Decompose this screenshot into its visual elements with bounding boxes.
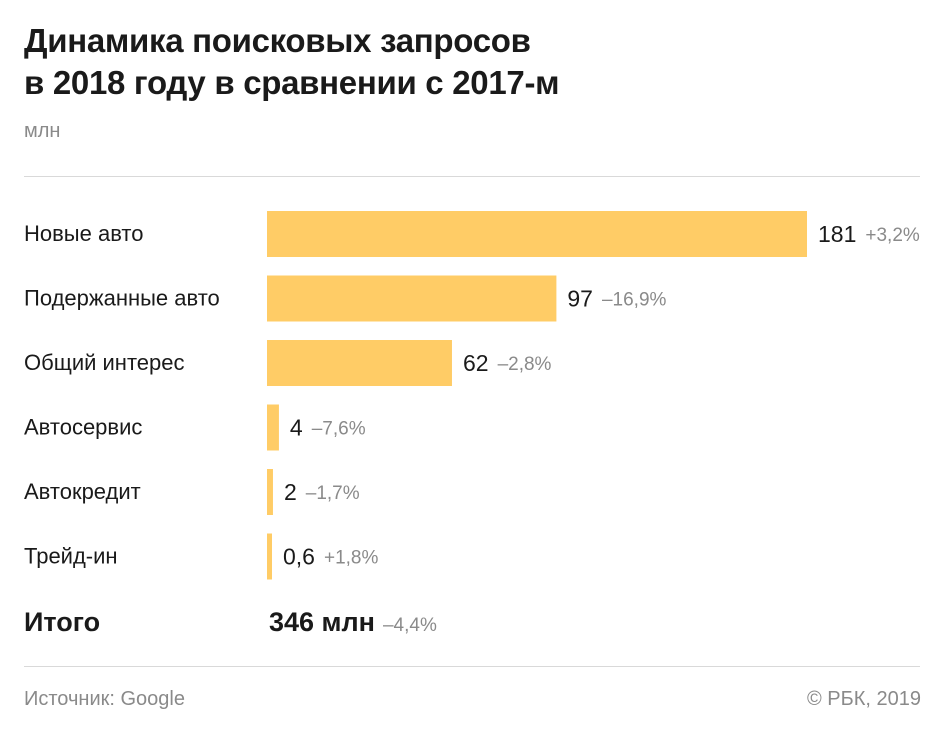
bar [267,211,807,257]
change-label: +3,2% [865,225,920,246]
bar [267,533,272,580]
unit-label: млн [24,120,61,142]
bar [267,275,557,322]
category-label: Автокредит [24,479,141,504]
category-label: Общий интерес [24,350,184,375]
chart-title: Динамика поисковых запросов в 2018 году … [24,20,924,104]
top-divider [24,176,920,177]
bar [267,340,452,386]
bar [267,404,279,451]
total-change: –4,4% [383,615,437,636]
change-label: +1,8% [324,548,379,569]
bar [267,469,273,515]
category-label: Автосервис [24,415,142,440]
value-label: 97 [567,286,593,312]
total-value: 346 млн [269,607,375,637]
source-label: Источник: Google [24,688,185,710]
category-label: Подержанные авто [24,286,220,311]
category-label: Новые авто [24,221,143,246]
value-label: 0,6 [283,544,315,570]
value-label: 4 [290,415,303,441]
value-label: 2 [284,479,297,505]
change-label: –2,8% [498,354,552,375]
change-label: –1,7% [306,483,360,504]
bar-chart: Новые авто 181 +3,2% Подержанные авто 97 –16,… [24,211,920,637]
copyright-label: © РБК, 2019 [806,688,921,710]
change-label: –7,6% [312,419,366,440]
change-label: –16,9% [602,290,667,311]
value-label: 181 [818,221,856,247]
title-line-2: в 2018 году в сравнении с 2017-м [24,64,560,101]
bottom-divider [24,666,920,667]
total-label: Итого [24,607,100,637]
category-label: Трейд-ин [24,544,118,569]
title-line-1: Динамика поисковых запросов [24,22,531,59]
value-label: 62 [463,350,489,376]
